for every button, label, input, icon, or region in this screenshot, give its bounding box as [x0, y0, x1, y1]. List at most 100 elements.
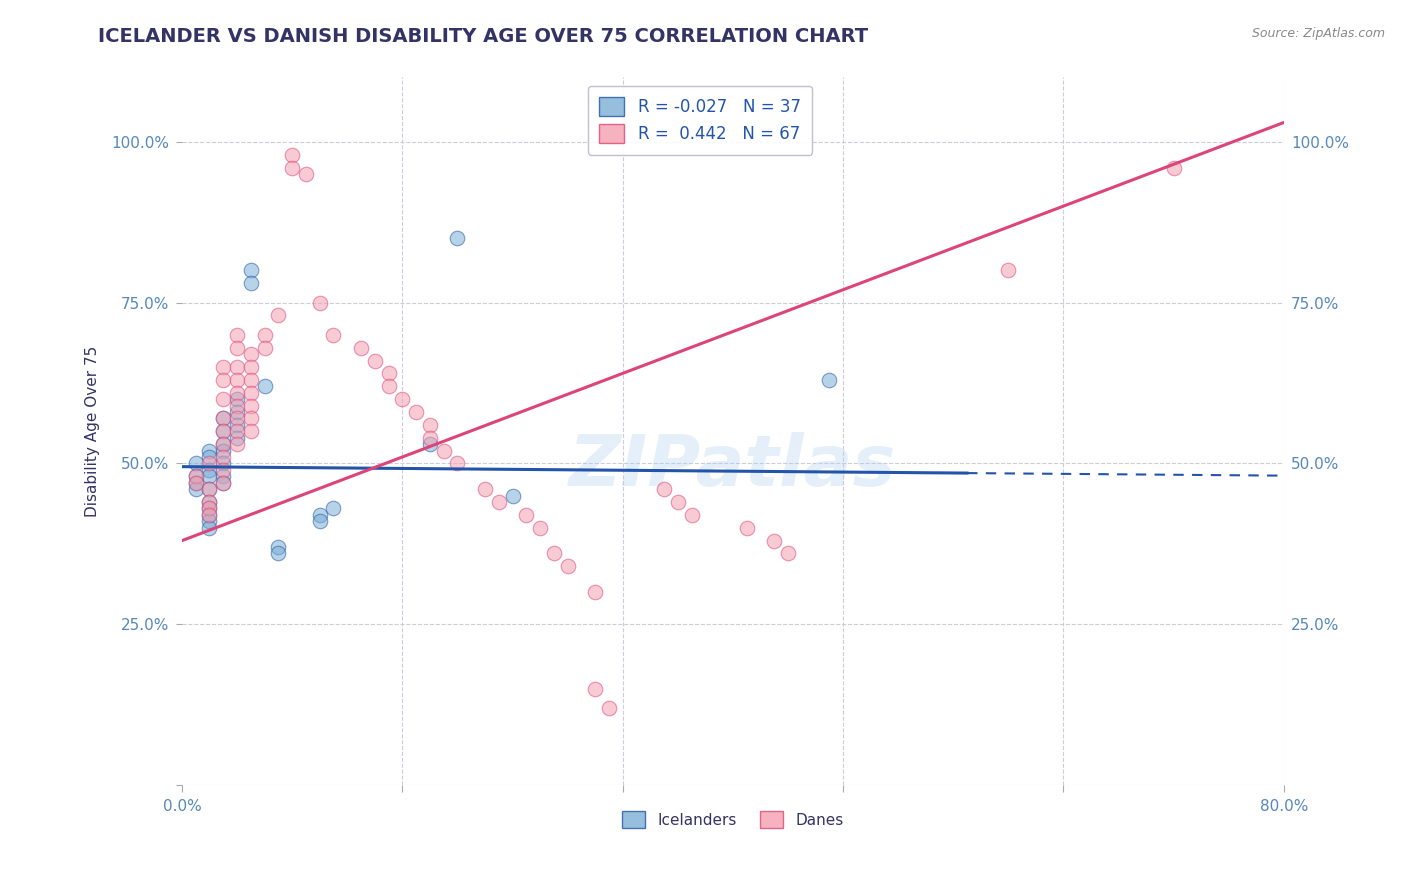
- Point: [239, 263, 262, 277]
- Point: [184, 482, 207, 496]
- Point: [239, 424, 262, 438]
- Text: ZIPatlas: ZIPatlas: [569, 432, 897, 501]
- Point: [239, 373, 262, 387]
- Point: [502, 489, 524, 503]
- Point: [184, 475, 207, 490]
- Point: [198, 508, 221, 522]
- Point: [405, 405, 427, 419]
- Point: [212, 411, 235, 425]
- Point: [184, 469, 207, 483]
- Point: [212, 392, 235, 406]
- Point: [198, 521, 221, 535]
- Point: [226, 392, 249, 406]
- Point: [184, 457, 207, 471]
- Point: [226, 405, 249, 419]
- Point: [226, 431, 249, 445]
- Point: [474, 482, 496, 496]
- Point: [198, 495, 221, 509]
- Point: [239, 411, 262, 425]
- Point: [322, 501, 344, 516]
- Point: [557, 559, 579, 574]
- Point: [281, 147, 304, 161]
- Point: [652, 482, 675, 496]
- Point: [198, 508, 221, 522]
- Point: [446, 457, 468, 471]
- Legend: Icelanders, Danes: Icelanders, Danes: [616, 805, 849, 834]
- Point: [997, 263, 1019, 277]
- Point: [198, 495, 221, 509]
- Point: [212, 457, 235, 471]
- Point: [226, 341, 249, 355]
- Point: [198, 501, 221, 516]
- Point: [239, 347, 262, 361]
- Text: Source: ZipAtlas.com: Source: ZipAtlas.com: [1251, 27, 1385, 40]
- Point: [198, 450, 221, 464]
- Point: [212, 475, 235, 490]
- Point: [212, 424, 235, 438]
- Point: [253, 341, 276, 355]
- Point: [184, 475, 207, 490]
- Point: [239, 399, 262, 413]
- Point: [198, 501, 221, 516]
- Point: [226, 373, 249, 387]
- Point: [198, 514, 221, 528]
- Point: [212, 437, 235, 451]
- Point: [212, 469, 235, 483]
- Point: [776, 547, 799, 561]
- Point: [226, 424, 249, 438]
- Point: [446, 231, 468, 245]
- Point: [377, 367, 399, 381]
- Point: [184, 469, 207, 483]
- Point: [281, 161, 304, 175]
- Point: [308, 514, 330, 528]
- Point: [295, 167, 318, 181]
- Text: ICELANDER VS DANISH DISABILITY AGE OVER 75 CORRELATION CHART: ICELANDER VS DANISH DISABILITY AGE OVER …: [98, 27, 869, 45]
- Point: [239, 359, 262, 374]
- Point: [322, 327, 344, 342]
- Point: [433, 443, 456, 458]
- Point: [239, 277, 262, 291]
- Point: [212, 450, 235, 464]
- Point: [419, 417, 441, 432]
- Point: [212, 437, 235, 451]
- Point: [529, 521, 551, 535]
- Point: [598, 701, 620, 715]
- Point: [198, 457, 221, 471]
- Point: [198, 482, 221, 496]
- Point: [308, 295, 330, 310]
- Point: [198, 482, 221, 496]
- Point: [763, 533, 786, 548]
- Point: [267, 547, 290, 561]
- Point: [377, 379, 399, 393]
- Point: [583, 681, 606, 696]
- Point: [364, 353, 387, 368]
- Point: [267, 540, 290, 554]
- Point: [818, 373, 841, 387]
- Point: [212, 359, 235, 374]
- Point: [212, 463, 235, 477]
- Point: [419, 431, 441, 445]
- Point: [488, 495, 510, 509]
- Point: [1163, 161, 1185, 175]
- Point: [253, 379, 276, 393]
- Point: [419, 437, 441, 451]
- Point: [543, 547, 565, 561]
- Point: [681, 508, 703, 522]
- Point: [212, 424, 235, 438]
- Point: [583, 585, 606, 599]
- Point: [666, 495, 689, 509]
- Point: [515, 508, 537, 522]
- Point: [226, 327, 249, 342]
- Point: [226, 399, 249, 413]
- Point: [198, 463, 221, 477]
- Point: [226, 417, 249, 432]
- Point: [212, 411, 235, 425]
- Point: [350, 341, 373, 355]
- Point: [212, 475, 235, 490]
- Point: [253, 327, 276, 342]
- Point: [226, 437, 249, 451]
- Point: [226, 359, 249, 374]
- Point: [198, 469, 221, 483]
- Y-axis label: Disability Age Over 75: Disability Age Over 75: [86, 345, 100, 516]
- Point: [308, 508, 330, 522]
